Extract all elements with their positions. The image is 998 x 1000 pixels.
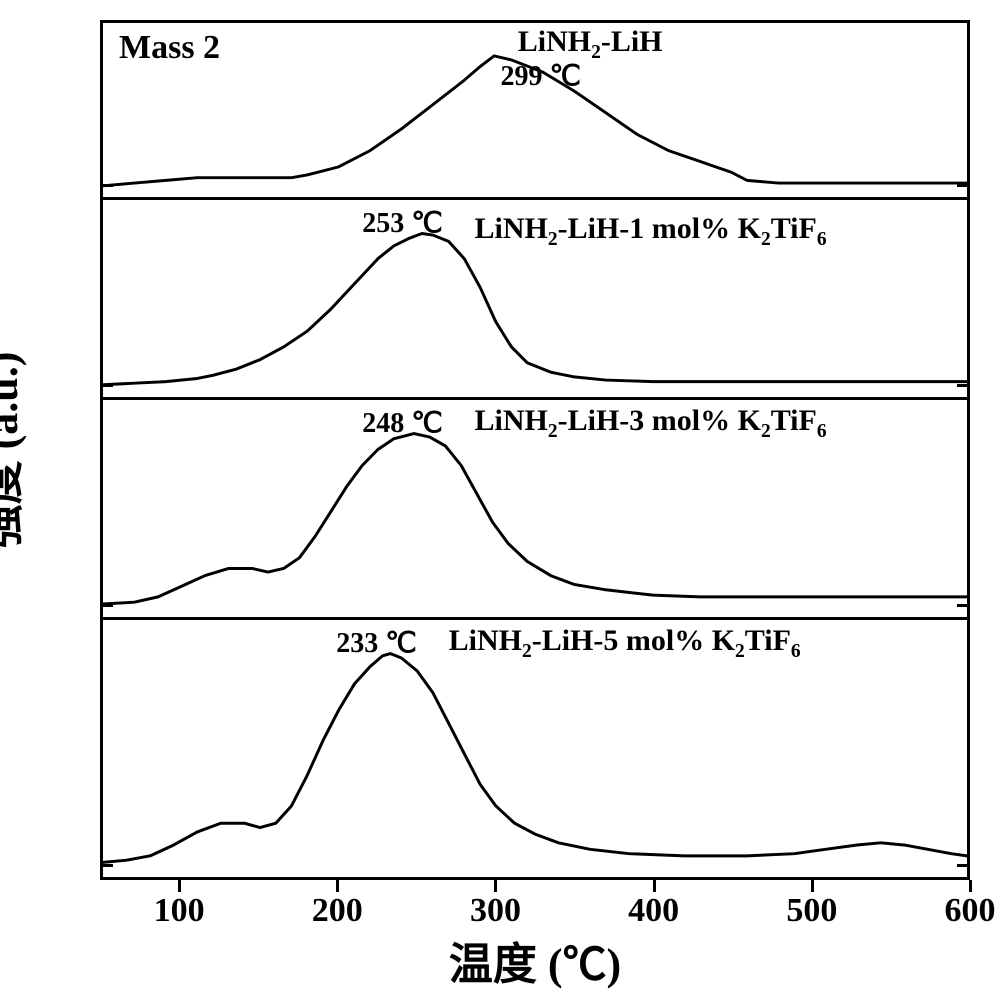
series-label: LiNH2-LiH-1 mol% K2TiF6 bbox=[475, 212, 827, 251]
x-tick-label: 600 bbox=[945, 892, 996, 930]
peak-temperature-label: 299 ℃ bbox=[500, 59, 580, 93]
peak-temperature-label: 248 ℃ bbox=[362, 406, 442, 440]
x-tick bbox=[811, 880, 814, 892]
x-tick-label: 300 bbox=[470, 892, 521, 930]
y-tick bbox=[103, 604, 113, 607]
x-tick bbox=[336, 880, 339, 892]
x-tick bbox=[969, 880, 972, 892]
y-tick bbox=[103, 864, 113, 867]
series-label: LiNH2-LiH-5 mol% K2TiF6 bbox=[449, 624, 801, 663]
spectrum-panel: 248 ℃ LiNH2-LiH-3 mol% K2TiF6 bbox=[100, 400, 970, 620]
spectrum-panel: 299 ℃LiNH2-LiH Mass 2 bbox=[100, 20, 970, 200]
spectrum-panel: 253 ℃ LiNH2-LiH-1 mol% K2TiF6 bbox=[100, 200, 970, 400]
x-tick-label: 500 bbox=[786, 892, 837, 930]
series-label: LiNH2-LiH-3 mol% K2TiF6 bbox=[475, 404, 827, 443]
x-tick-label: 200 bbox=[312, 892, 363, 930]
y-tick bbox=[957, 384, 967, 387]
spectrum-panel: 233 ℃ LiNH2-LiH-5 mol% K2TiF6 bbox=[100, 620, 970, 880]
y-tick bbox=[957, 184, 967, 187]
x-tick-label: 400 bbox=[628, 892, 679, 930]
y-tick bbox=[103, 384, 113, 387]
mass-label: Mass 2 bbox=[119, 29, 220, 67]
peak-temperature-label: 253 ℃ bbox=[362, 206, 442, 240]
y-axis-label: 强度 (a.u.) bbox=[0, 352, 30, 549]
series-label: LiNH2-LiH bbox=[518, 25, 663, 64]
x-tick bbox=[653, 880, 656, 892]
y-tick bbox=[957, 604, 967, 607]
y-tick bbox=[103, 184, 113, 187]
y-tick bbox=[957, 864, 967, 867]
ms-spectra-figure: 强度 (a.u.) 299 ℃LiNH2-LiH Mass 2 253 ℃ LiNH2… bbox=[0, 0, 998, 1000]
peak-temperature-label: 233 ℃ bbox=[336, 626, 416, 660]
x-tick bbox=[178, 880, 181, 892]
x-axis-label: 温度 (℃) bbox=[449, 928, 621, 992]
x-tick bbox=[494, 880, 497, 892]
x-tick-label: 100 bbox=[154, 892, 205, 930]
